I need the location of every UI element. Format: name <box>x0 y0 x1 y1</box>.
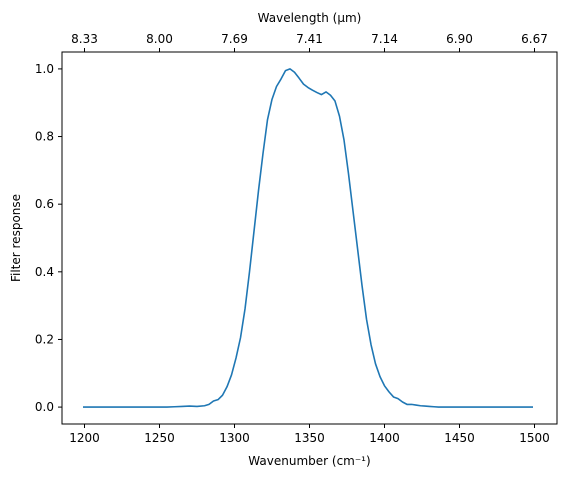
series-line <box>83 68 533 408</box>
x-tick-label: 1450 <box>444 431 475 445</box>
x-tick-label: 1250 <box>144 431 175 445</box>
y-tick-label: 1.0 <box>35 62 54 76</box>
x-tick-label: 1400 <box>369 431 400 445</box>
top-axis-label: Wavelength (μm) <box>258 11 362 25</box>
y-axis-ticks: 0.0 0.2 0.4 0.6 0.8 1.0 <box>35 62 62 414</box>
x-tick-label: 1500 <box>519 431 550 445</box>
top-tick-label: 6.67 <box>521 32 548 46</box>
x-tick-label: 1300 <box>219 431 250 445</box>
top-tick-label: 8.33 <box>71 32 98 46</box>
top-tick-label: 7.41 <box>296 32 323 46</box>
top-tick-label: 7.69 <box>221 32 248 46</box>
y-tick-label: 0.8 <box>35 130 54 144</box>
x-axis-ticks: 1200 1250 1300 1350 1400 1450 1500 <box>69 424 550 445</box>
y-tick-label: 0.0 <box>35 400 54 414</box>
plot-frame <box>61 51 558 425</box>
y-tick-label: 0.6 <box>35 197 54 211</box>
x-tick-label: 1200 <box>69 431 100 445</box>
series-layer <box>83 68 533 408</box>
top-axis-ticks: 8.33 8.00 7.69 7.41 7.14 6.90 6.67 <box>71 32 548 52</box>
y-tick-label: 0.4 <box>35 265 54 279</box>
top-tick-label: 6.90 <box>446 32 473 46</box>
x-axis-label: Wavenumber (cm⁻¹) <box>248 454 370 468</box>
x-tick-label: 1350 <box>294 431 325 445</box>
top-tick-label: 8.00 <box>146 32 173 46</box>
y-tick-label: 0.2 <box>35 332 54 346</box>
top-tick-label: 7.14 <box>371 32 398 46</box>
y-axis-label: Filter response <box>9 194 23 282</box>
